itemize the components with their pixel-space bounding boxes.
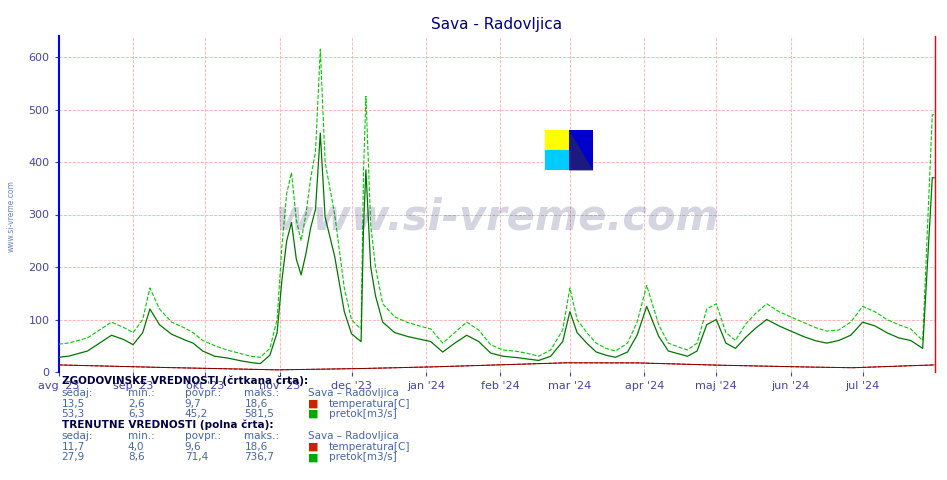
Text: min.:: min.: <box>128 431 154 441</box>
Bar <box>545 150 569 170</box>
Text: 13,5: 13,5 <box>62 398 85 408</box>
Text: Sava – Radovljica: Sava – Radovljica <box>308 431 399 441</box>
Text: min.:: min.: <box>128 388 154 398</box>
Text: 9,6: 9,6 <box>185 442 202 452</box>
Polygon shape <box>569 130 593 170</box>
Text: povpr.:: povpr.: <box>185 431 221 441</box>
Text: Sava – Radovljica: Sava – Radovljica <box>308 388 399 398</box>
Text: 2,6: 2,6 <box>128 398 145 408</box>
Text: 8,6: 8,6 <box>128 452 145 462</box>
Text: pretok[m3/s]: pretok[m3/s] <box>329 452 397 462</box>
Text: www.si-vreme.com: www.si-vreme.com <box>7 180 16 252</box>
Polygon shape <box>545 150 569 170</box>
Text: 18,6: 18,6 <box>244 442 268 452</box>
Text: ■: ■ <box>308 442 318 452</box>
Text: ■: ■ <box>308 409 318 419</box>
Text: 736,7: 736,7 <box>244 452 275 462</box>
Text: TRENUTNE VREDNOSTI (polna črta):: TRENUTNE VREDNOSTI (polna črta): <box>62 420 273 430</box>
Text: maks.:: maks.: <box>244 431 279 441</box>
Text: 71,4: 71,4 <box>185 452 208 462</box>
Text: 581,5: 581,5 <box>244 409 275 419</box>
Polygon shape <box>569 130 593 170</box>
Text: temperatura[C]: temperatura[C] <box>329 398 410 408</box>
Text: 6,3: 6,3 <box>128 409 145 419</box>
Text: ■: ■ <box>308 398 318 408</box>
Text: 9,7: 9,7 <box>185 398 202 408</box>
Text: 11,7: 11,7 <box>62 442 85 452</box>
Text: 18,6: 18,6 <box>244 398 268 408</box>
Text: temperatura[C]: temperatura[C] <box>329 442 410 452</box>
Text: 27,9: 27,9 <box>62 452 85 462</box>
Text: sedaj:: sedaj: <box>62 388 93 398</box>
Text: 4,0: 4,0 <box>128 442 144 452</box>
Bar <box>545 130 569 150</box>
Text: maks.:: maks.: <box>244 388 279 398</box>
Polygon shape <box>545 130 569 150</box>
Text: pretok[m3/s]: pretok[m3/s] <box>329 409 397 419</box>
Text: 53,3: 53,3 <box>62 409 85 419</box>
Text: povpr.:: povpr.: <box>185 388 221 398</box>
Text: 45,2: 45,2 <box>185 409 208 419</box>
Text: www.si-vreme.com: www.si-vreme.com <box>275 196 719 239</box>
Text: ■: ■ <box>308 452 318 462</box>
Text: ZGODOVINSKE VREDNOSTI (črtkana črta):: ZGODOVINSKE VREDNOSTI (črtkana črta): <box>62 375 308 386</box>
Title: Sava - Radovljica: Sava - Radovljica <box>431 17 563 32</box>
Text: sedaj:: sedaj: <box>62 431 93 441</box>
